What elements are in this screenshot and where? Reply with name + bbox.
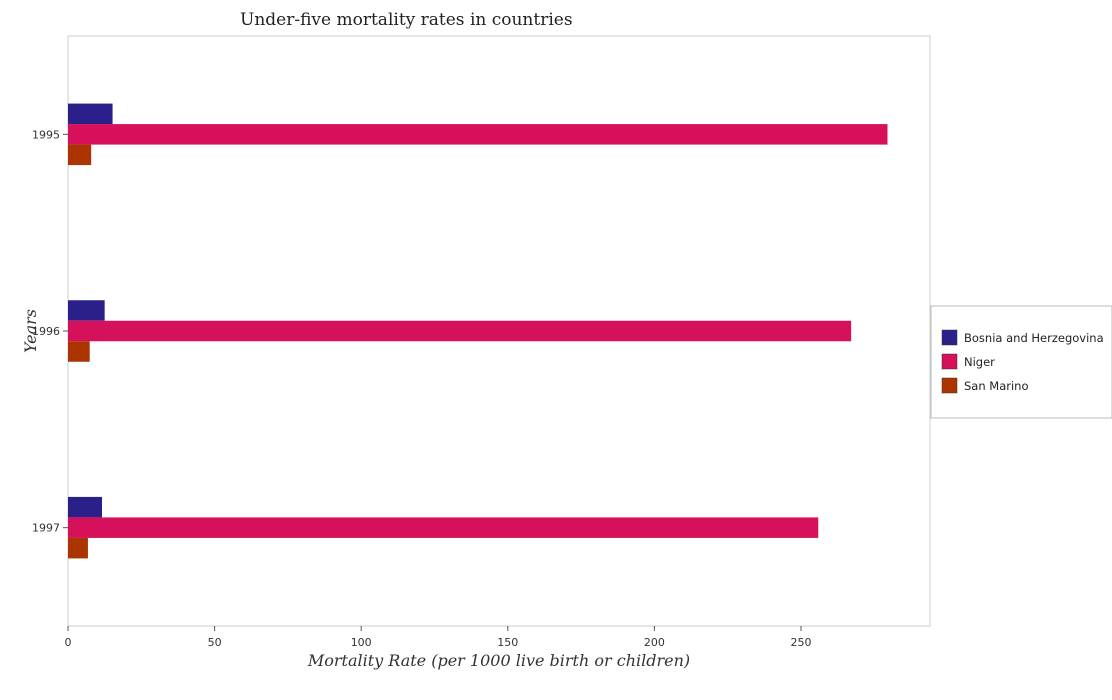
x-tick-label: 100 bbox=[351, 636, 372, 649]
x-tick-label: 250 bbox=[790, 636, 811, 649]
bar-1997-bosnia-and-herzegovina bbox=[68, 496, 103, 518]
y-tick-label: 1996 bbox=[32, 325, 60, 338]
bar-1997-niger bbox=[68, 517, 819, 538]
y-tick-label: 1997 bbox=[32, 522, 60, 535]
y-tick-label: 1995 bbox=[32, 128, 60, 141]
x-tick-label: 0 bbox=[65, 636, 72, 649]
bar-1996-niger bbox=[68, 320, 852, 342]
legend-box bbox=[930, 305, 1112, 419]
legend-swatch bbox=[941, 329, 958, 346]
bar-1997-san-marino bbox=[68, 537, 88, 559]
legend-swatch bbox=[941, 377, 958, 394]
legend-label: Niger bbox=[964, 355, 995, 369]
x-axis-ticks: 0 50 100 150 200 250 bbox=[65, 626, 811, 649]
y-axis-label: Years bbox=[21, 309, 40, 353]
legend: Bosnia and Herzegovina Niger San Marino bbox=[930, 305, 1112, 419]
x-tick-label: 200 bbox=[644, 636, 665, 649]
bar-1995-bosnia-and-herzegovina bbox=[68, 103, 113, 125]
bar-1995-niger bbox=[68, 124, 888, 145]
bar-1996-bosnia-and-herzegovina bbox=[68, 300, 105, 321]
legend-label: Bosnia and Herzegovina bbox=[964, 331, 1104, 345]
bars bbox=[68, 103, 888, 559]
x-tick-label: 150 bbox=[497, 636, 518, 649]
x-axis-label: Mortality Rate (per 1000 live birth or c… bbox=[307, 651, 690, 670]
legend-label: San Marino bbox=[964, 379, 1029, 393]
chart-title: Under-five mortality rates in countries bbox=[240, 10, 573, 30]
x-tick-label: 50 bbox=[208, 636, 222, 649]
y-axis-ticks: 1995 1996 1997 bbox=[32, 128, 68, 535]
bar-1995-san-marino bbox=[68, 144, 92, 166]
legend-swatch bbox=[941, 353, 958, 370]
bar-1996-san-marino bbox=[68, 341, 90, 362]
